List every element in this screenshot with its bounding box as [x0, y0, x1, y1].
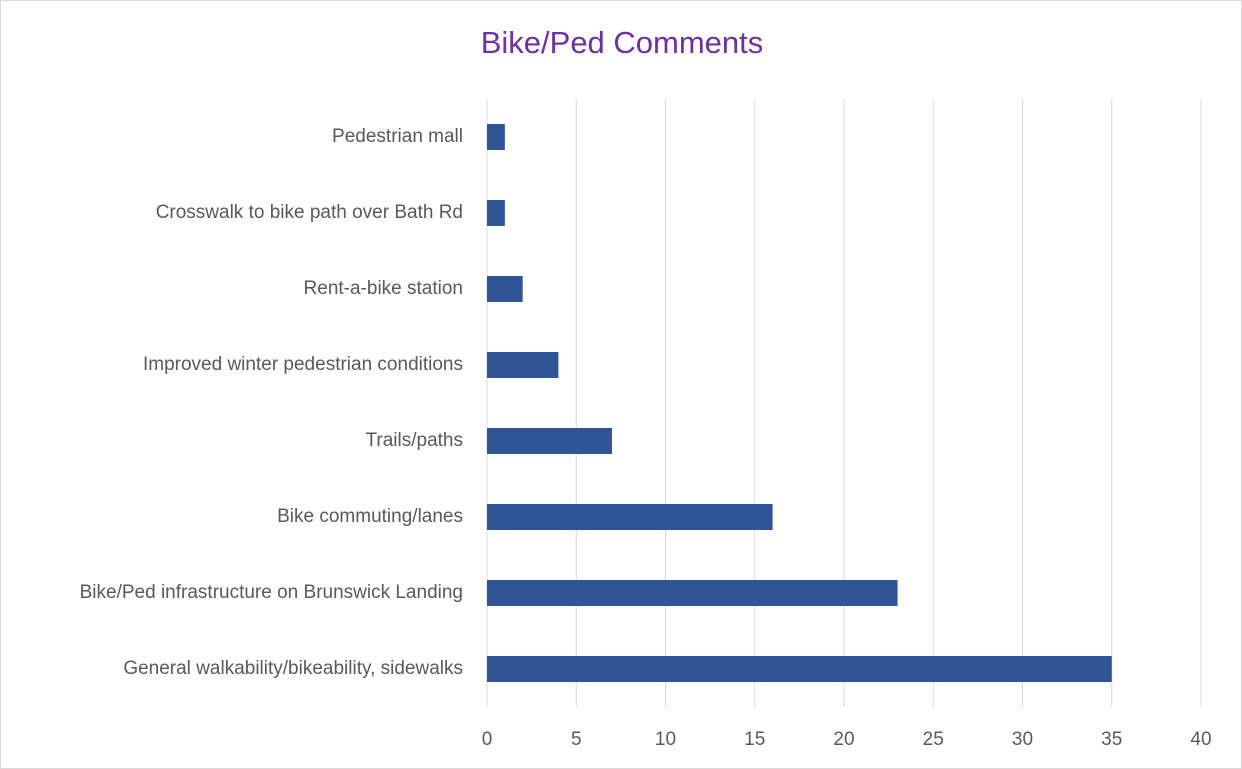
x-tick-label: 30 — [1012, 729, 1033, 750]
x-tick-label: 5 — [571, 729, 582, 750]
y-tick-label: Trails/paths — [366, 430, 464, 451]
bar — [487, 580, 898, 606]
bar — [487, 352, 559, 378]
x-tick-label: 25 — [923, 729, 944, 750]
bar — [487, 276, 523, 302]
y-tick-label: Improved winter pedestrian conditions — [143, 354, 463, 375]
x-tick-label: 40 — [1190, 729, 1211, 750]
x-tick-label: 20 — [833, 729, 854, 750]
y-tick-label: Pedestrian mall — [332, 126, 463, 147]
y-tick-label: Rent-a-bike station — [304, 278, 463, 299]
x-tick-label: 10 — [655, 729, 676, 750]
bar — [487, 124, 505, 150]
y-tick-label: Bike commuting/lanes — [277, 506, 463, 527]
y-tick-label: General walkability/bikeability, sidewal… — [123, 658, 463, 679]
bar — [487, 428, 612, 454]
y-tick-label: Bike/Ped infrastructure on Brunswick Lan… — [80, 582, 463, 603]
bar — [487, 504, 773, 530]
x-tick-label: 15 — [744, 729, 765, 750]
y-tick-label: Crosswalk to bike path over Bath Rd — [156, 202, 463, 223]
chart-title: Bike/Ped Comments — [481, 25, 764, 60]
bar — [487, 200, 505, 226]
x-tick-label: 35 — [1101, 729, 1122, 750]
bar — [487, 656, 1112, 682]
x-tick-label: 0 — [482, 729, 493, 750]
